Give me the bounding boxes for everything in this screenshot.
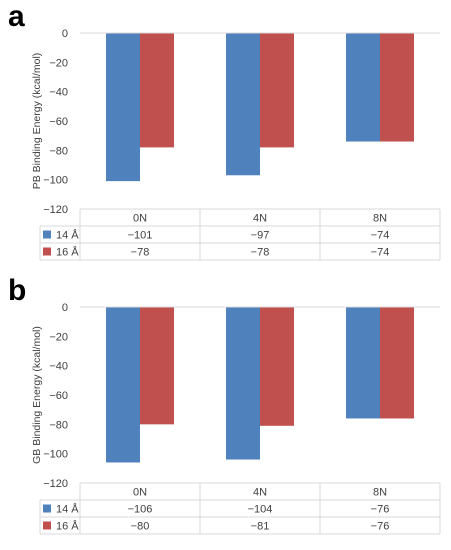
y-tick-label: −120 — [43, 478, 68, 490]
table-value: −101 — [128, 230, 153, 242]
y-tick-label: −80 — [49, 419, 68, 431]
table-value: −74 — [371, 230, 390, 242]
y-tick-label: 0 — [62, 302, 68, 314]
table-value: −106 — [128, 504, 153, 516]
bar — [106, 307, 140, 463]
y-tick-label: −100 — [43, 175, 68, 187]
table-value: −78 — [251, 247, 270, 259]
y-tick-label: −20 — [49, 57, 68, 69]
x-category-label: 4N — [253, 213, 267, 225]
chart-panel-b: b 0 −20 −40 −60 −80 −100 −120 GB Binding Energy… — [0, 274, 451, 544]
y-tick-label: −100 — [43, 449, 68, 461]
bar-chart-gb: 0 −20 −40 −60 −80 −100 −120 GB Binding Energy (… — [31, 302, 441, 535]
panel-label: b — [8, 274, 27, 307]
legend-label: 14 Å — [56, 229, 79, 242]
bar — [106, 33, 140, 182]
table-value: −76 — [371, 521, 390, 533]
chart-panel-a: a 0 −20 −40 −60 −80 −100 −120 PB Binding Energy… — [0, 0, 451, 270]
bar — [346, 33, 380, 142]
bar — [260, 33, 294, 148]
y-tick-label: −40 — [49, 87, 68, 99]
bar — [226, 307, 260, 460]
legend-swatch — [43, 521, 51, 530]
table-value: −74 — [371, 247, 390, 259]
bar — [260, 307, 294, 426]
table-value: −97 — [251, 230, 270, 242]
y-axis-label: GB Binding Energy (kcal/mol) — [31, 326, 43, 464]
bar — [140, 33, 174, 148]
x-category-label: 0N — [133, 487, 147, 499]
y-tick-label: −40 — [49, 361, 68, 373]
table-value: −104 — [248, 504, 273, 516]
bar — [380, 33, 414, 142]
bar — [346, 307, 380, 419]
legend-swatch — [43, 247, 51, 256]
y-axis-label: PB Binding Energy (kcal/mol) — [31, 53, 43, 190]
bar — [140, 307, 174, 425]
x-category-label: 8N — [373, 487, 387, 499]
y-tick-label: −60 — [49, 116, 68, 128]
x-category-label: 8N — [373, 213, 387, 225]
bar — [226, 33, 260, 176]
table-value: −80 — [131, 521, 150, 533]
y-tick-label: −120 — [43, 204, 68, 216]
table-value: −78 — [131, 247, 150, 259]
legend-label: 14 Å — [56, 503, 79, 516]
legend-swatch — [43, 504, 51, 513]
x-category-label: 0N — [133, 213, 147, 225]
y-tick-label: 0 — [62, 28, 68, 40]
legend-label: 16 Å — [56, 246, 79, 259]
panel-label: a — [8, 0, 25, 33]
legend-swatch — [43, 230, 51, 239]
bar — [380, 307, 414, 419]
legend-label: 16 Å — [56, 520, 79, 533]
table-value: −81 — [251, 521, 270, 533]
x-category-label: 4N — [253, 487, 267, 499]
bar-chart-pb: 0 −20 −40 −60 −80 −100 −120 PB Binding Energy (… — [31, 28, 441, 261]
y-tick-label: −60 — [49, 390, 68, 402]
y-tick-label: −20 — [49, 331, 68, 343]
table-value: −76 — [371, 504, 390, 516]
y-tick-label: −80 — [49, 145, 68, 157]
